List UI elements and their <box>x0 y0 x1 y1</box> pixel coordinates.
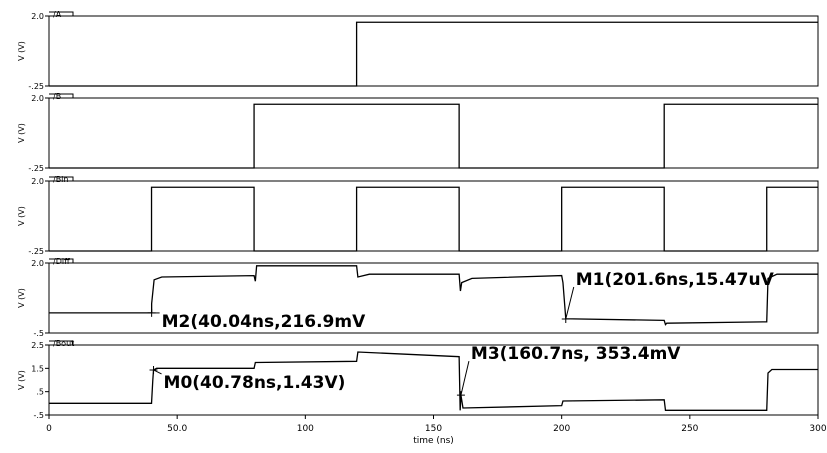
signal-name-tab: /A <box>49 10 74 19</box>
marker-label: M3(160.7ns, 353.4mV <box>471 344 681 364</box>
x-tick-label: 150 <box>425 424 442 434</box>
y-tick-label: -.25 <box>28 82 44 91</box>
y-tick-label: -.25 <box>28 247 44 256</box>
y-tick-label: 2.0 <box>31 12 44 21</box>
y-tick-label: 2.0 <box>31 259 44 268</box>
panel-5: /Bout 2.5 1.5 .5 -.5 V (V) M0(40.78ns,1.43V) M3… <box>17 339 819 420</box>
signal-name: /Bin <box>53 175 68 184</box>
x-tick-label: 250 <box>681 424 698 434</box>
x-axis: 0 50.0 100 150 200 250 300 time (ns) <box>46 415 827 446</box>
panel-2: /B 2.0 -.25 V (V) <box>17 92 819 173</box>
y-tick-label: .5 <box>36 388 44 397</box>
y-axis-label: V (V) <box>17 206 26 226</box>
signal-name-tab: /Diff <box>49 257 74 266</box>
signal-name-tab: /Bout <box>49 339 74 348</box>
panel-frame <box>48 15 819 87</box>
y-tick-label: -.25 <box>28 164 44 173</box>
marker-label: M1(201.6ns,15.47uV <box>576 270 775 290</box>
marker-leader-line <box>565 286 575 320</box>
waveform-trace <box>49 186 818 252</box>
y-tick-label: 2.0 <box>31 94 44 103</box>
panel-1: /A 2.0 -.25 V (V) <box>17 10 819 91</box>
waveform-trace <box>49 351 818 411</box>
marker-leader-line <box>153 369 162 375</box>
marker-label: M0(40.78ns,1.43V) <box>164 373 346 393</box>
marker-leader-line <box>460 360 470 396</box>
y-tick-label: 1.5 <box>31 364 44 373</box>
marker-label: M2(40.04ns,216.9mV <box>162 312 366 332</box>
marker-crosshair <box>561 315 570 323</box>
y-axis-label: V (V) <box>17 123 26 143</box>
y-tick-label: 2.5 <box>31 341 44 350</box>
signal-name-tab: /B <box>49 92 74 101</box>
panels-layer: /A 2.0 -.25 V (V) /B 2.0 -.25 V (V) /Bin 2.0 -.25 V… <box>17 10 819 420</box>
signal-name: /Bout <box>53 339 74 348</box>
waveform-trace <box>49 265 818 326</box>
panel-3: /Bin 2.0 -.25 V (V) <box>17 175 819 256</box>
panel-frame <box>48 97 819 169</box>
panel-frame <box>48 180 819 252</box>
panel-4: /Diff 2.0 -.5 V (V) M2(40.04ns,216.9mV M1(201… <box>17 257 819 338</box>
y-tick-label: -.5 <box>33 329 44 338</box>
x-tick-label: 50.0 <box>167 424 187 434</box>
signal-name-tab: /Bin <box>49 175 74 184</box>
x-tick-label: 300 <box>809 424 826 434</box>
y-axis-label: V (V) <box>17 288 26 308</box>
panel-frame <box>48 262 819 334</box>
signal-name: /Diff <box>53 257 70 266</box>
y-tick-label: -.5 <box>33 411 44 420</box>
y-axis-label: V (V) <box>17 370 26 390</box>
signal-name: /A <box>53 10 62 19</box>
signal-name: /B <box>53 92 61 101</box>
waveform-trace <box>49 21 818 87</box>
waveform-trace <box>49 103 818 169</box>
x-tick-label: 100 <box>297 424 314 434</box>
x-tick-label: 200 <box>553 424 570 434</box>
x-tick-label: 0 <box>46 424 52 434</box>
y-tick-label: 2.0 <box>31 177 44 186</box>
x-axis-label: time (ns) <box>413 436 454 446</box>
y-axis-label: V (V) <box>17 41 26 61</box>
